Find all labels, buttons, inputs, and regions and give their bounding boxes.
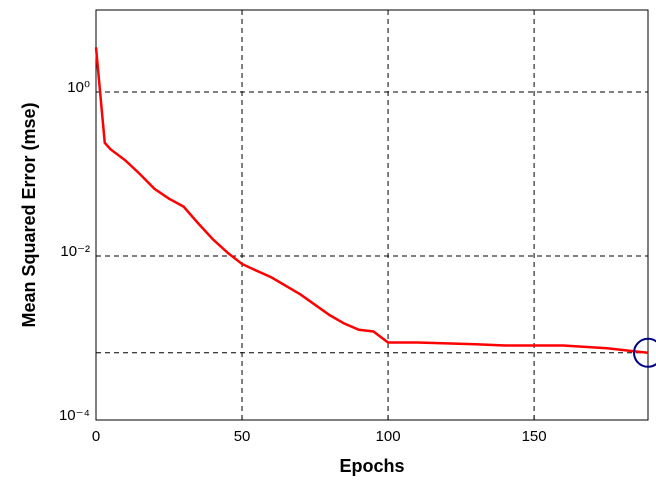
best-marker xyxy=(633,337,656,368)
x-tick-label: 150 xyxy=(522,428,547,445)
y-axis-label: Mean Squared Error (mse) xyxy=(19,102,39,327)
y-tick-label: 10⁻² xyxy=(60,243,90,260)
line xyxy=(94,47,649,355)
y-tick-label: 10⁻⁴ xyxy=(59,407,90,424)
x-tick-label: 50 xyxy=(234,428,251,445)
x-tick-label: 100 xyxy=(376,428,401,445)
y-tick-label: 10⁰ xyxy=(67,79,90,96)
plot-area xyxy=(95,9,649,421)
x-tick-label: 0 xyxy=(92,428,100,445)
x-axis-label: Epochs xyxy=(339,456,404,476)
